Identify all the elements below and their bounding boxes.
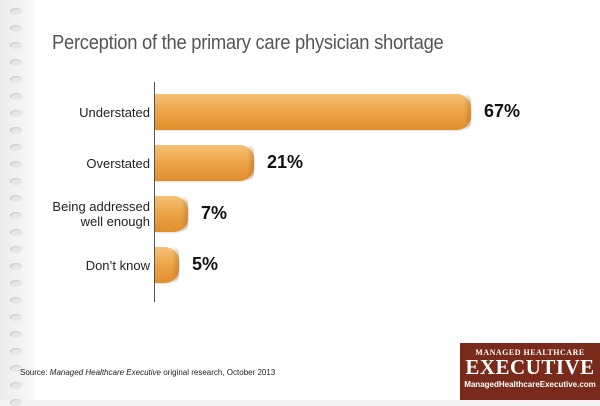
binder-hole <box>10 195 22 202</box>
logo-line-1: MANAGED HEALTHCARE <box>475 348 585 357</box>
logo-line-2: EXECUTIVE <box>465 355 595 379</box>
y-axis-line <box>154 82 155 302</box>
binder-hole <box>10 246 22 253</box>
source-prefix: Source: <box>20 368 50 377</box>
bar <box>155 145 254 181</box>
binder-hole <box>10 25 22 32</box>
binder-hole <box>10 59 22 66</box>
binder-hole <box>10 42 22 49</box>
category-label-line: well enough <box>80 214 150 229</box>
binder-hole <box>10 212 22 219</box>
publisher-logo: MANAGED HEALTHCARE EXECUTIVE ManagedHeal… <box>460 343 600 400</box>
binder-hole <box>10 144 22 151</box>
binder-hole <box>10 178 22 185</box>
source-suffix: original research, October 2013 <box>160 368 276 377</box>
binder-hole <box>10 127 22 134</box>
binder-hole <box>10 229 22 236</box>
binder-hole <box>10 399 22 406</box>
category-label: Being addressed well enough <box>10 199 150 229</box>
category-label-line: Being addressed <box>52 199 150 214</box>
binder-hole <box>10 8 22 15</box>
binder-hole <box>10 110 22 117</box>
binder-hole <box>10 382 22 389</box>
source-publication: Managed Healthcare Executive <box>49 368 161 377</box>
binder-hole <box>10 297 22 304</box>
chart-title: Perception of the primary care physician… <box>52 32 444 54</box>
value-label: 5% <box>192 254 219 274</box>
binder-hole <box>10 331 22 338</box>
category-label-line: Overstated <box>86 155 150 171</box>
binder-hole <box>10 93 22 100</box>
binder-hole <box>10 76 22 83</box>
value-label: 67% <box>484 101 521 121</box>
source-note: Source: Managed Healthcare Executive ori… <box>20 368 275 377</box>
category-label: Understated <box>10 105 150 120</box>
logo-url: ManagedHealthcareExecutive.com <box>464 380 596 389</box>
bar <box>155 247 179 283</box>
binder-hole <box>10 263 22 270</box>
category-label-line: Don’t know <box>85 257 150 273</box>
binder-hole <box>10 161 22 168</box>
category-label: Overstated <box>10 156 150 171</box>
category-label: Don’t know <box>10 258 150 273</box>
category-label-line: Understated <box>79 104 150 120</box>
binder-hole <box>10 314 22 321</box>
binder-hole <box>10 280 22 287</box>
binder-hole <box>10 365 22 372</box>
value-label: 21% <box>267 152 304 172</box>
bar <box>155 196 188 232</box>
bar <box>155 94 471 130</box>
binder-hole <box>10 348 22 355</box>
value-label: 7% <box>201 203 228 223</box>
